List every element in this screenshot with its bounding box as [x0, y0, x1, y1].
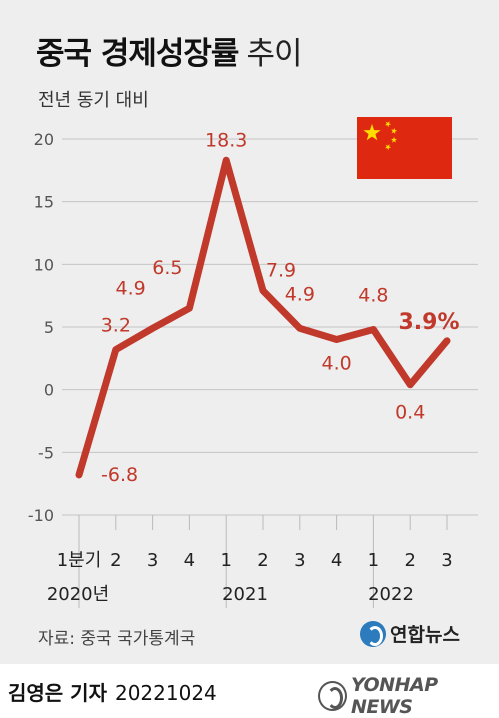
data-label: 3.2	[101, 315, 131, 337]
y-tick-label: -10	[28, 506, 54, 525]
x-tick-label: 4	[331, 550, 342, 571]
data-label: 4.8	[358, 285, 388, 307]
y-tick-label: 15	[34, 193, 54, 212]
x-tick-label: 3	[147, 550, 158, 571]
x-tick-label: 3	[441, 550, 452, 571]
data-label: 6.5	[152, 257, 182, 279]
y-tick-label: -5	[38, 443, 54, 462]
data-label: 7.9	[266, 260, 296, 282]
flag-star	[385, 121, 392, 128]
data-label: 18.3	[205, 129, 247, 151]
x-tick-label: 4	[184, 550, 195, 571]
y-tick-label: 10	[34, 255, 54, 274]
yonhap-logo-icon	[360, 620, 386, 647]
title-suffix: 추이	[246, 36, 302, 72]
chart-card: 중국 경제성장률 추이 전년 동기 대비 20 15 10 5 0 -5 -10 1분기 2 3 4 1…	[0, 0, 499, 664]
chart-subtitle: 전년 동기 대비	[38, 90, 149, 111]
series-line	[75, 156, 451, 479]
x-tick-label: 1분기	[57, 550, 102, 571]
source-note: 자료: 중국 국가통계국	[38, 629, 196, 649]
y-tick-label: 20	[34, 130, 54, 149]
year-label: 2021	[222, 584, 268, 605]
x-tick-label: 1	[220, 550, 231, 571]
byline: 김영은 기자 20221024	[8, 677, 217, 706]
flag-star	[363, 124, 381, 141]
x-tick-label: 2	[110, 550, 121, 571]
chart-title: 중국 경제성장률 추이	[36, 28, 302, 73]
flag-star	[391, 136, 397, 143]
flag-star	[391, 127, 398, 134]
yonhap-brand: 연합뉴스	[360, 620, 460, 647]
data-label: -6.8	[101, 464, 138, 486]
x-tick-label: 1	[368, 550, 379, 571]
publish-date: 20221024	[114, 681, 217, 705]
data-label: 0.4	[395, 402, 425, 424]
data-label: 4.9	[115, 277, 145, 299]
y-tick-label: 0	[44, 381, 54, 400]
brand-name: 연합뉴스	[390, 624, 460, 646]
data-label: 4.9	[285, 283, 315, 305]
footer-bar: 김영은 기자 20221024 YONHAP NEWS	[0, 664, 499, 718]
agency-name: YONHAP NEWS	[350, 674, 438, 718]
x-tick-label: 2	[404, 550, 415, 571]
year-label: 2022	[368, 584, 414, 605]
data-label: 3.9%	[398, 310, 459, 335]
yonhap-footer-logo-icon	[318, 681, 347, 711]
x-tick-label: 3	[294, 550, 305, 571]
title-main: 중국 경제성장률	[36, 36, 239, 72]
flag-star	[385, 144, 392, 151]
footer-brand: YONHAP NEWS	[318, 674, 499, 718]
author-name: 김영은 기자	[8, 681, 107, 705]
data-label: 4.0	[321, 353, 351, 375]
year-label: 2020년	[47, 584, 109, 605]
y-tick-label: 5	[44, 318, 54, 337]
x-tick-label: 2	[257, 550, 268, 571]
